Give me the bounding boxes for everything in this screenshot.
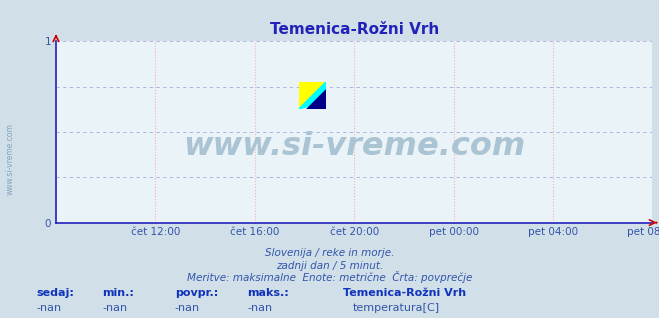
Text: -nan: -nan	[36, 303, 61, 313]
Polygon shape	[299, 81, 326, 109]
Text: -nan: -nan	[175, 303, 200, 313]
Text: Temenica-Rožni Vrh: Temenica-Rožni Vrh	[343, 288, 466, 298]
Text: -nan: -nan	[247, 303, 272, 313]
Text: temperatura[C]: temperatura[C]	[353, 303, 440, 313]
Text: Meritve: maksimalne  Enote: metrične  Črta: povprečje: Meritve: maksimalne Enote: metrične Črta…	[186, 272, 473, 283]
Text: zadnji dan / 5 minut.: zadnji dan / 5 minut.	[276, 261, 383, 271]
Text: povpr.:: povpr.:	[175, 288, 218, 298]
Polygon shape	[299, 81, 326, 109]
Text: www.si-vreme.com: www.si-vreme.com	[183, 131, 525, 162]
Text: maks.:: maks.:	[247, 288, 289, 298]
Text: -nan: -nan	[102, 303, 127, 313]
Polygon shape	[307, 90, 326, 109]
Text: www.si-vreme.com: www.si-vreme.com	[5, 123, 14, 195]
Text: Slovenija / reke in morje.: Slovenija / reke in morje.	[265, 248, 394, 258]
Text: sedaj:: sedaj:	[36, 288, 74, 298]
Title: Temenica-Rožni Vrh: Temenica-Rožni Vrh	[270, 22, 439, 38]
Text: min.:: min.:	[102, 288, 134, 298]
